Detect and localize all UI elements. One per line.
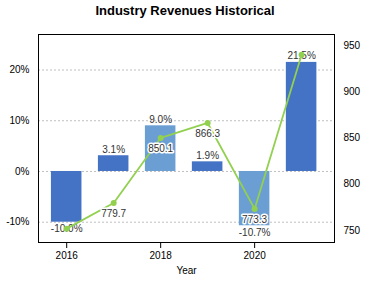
svg-text:20%: 20% [9, 64, 29, 75]
svg-text:779.7: 779.7 [101, 208, 126, 219]
svg-text:866.3: 866.3 [195, 128, 220, 139]
svg-text:800: 800 [344, 178, 361, 189]
svg-text:773.3: 773.3 [242, 214, 267, 225]
svg-text:2020: 2020 [244, 250, 267, 261]
html-text:Industry Revenues Historical: Industry Revenues Historical [95, 3, 275, 18]
svg-text:850.1: 850.1 [148, 143, 173, 154]
svg-text:750: 750 [344, 225, 361, 236]
svg-text:-10.0%: -10.0% [51, 223, 83, 234]
svg-text:Year: Year [176, 265, 197, 276]
svg-text:950: 950 [344, 40, 361, 51]
svg-text:850: 850 [344, 132, 361, 143]
svg-text:-10%: -10% [6, 216, 29, 227]
svg-text:0%: 0% [15, 166, 30, 177]
svg-text:2018: 2018 [150, 250, 173, 261]
svg-text:2016: 2016 [56, 250, 79, 261]
svg-text:1.9%: 1.9% [196, 150, 219, 161]
svg-text:-10.7%: -10.7% [239, 227, 271, 238]
svg-text:900: 900 [344, 86, 361, 97]
svg-text:21.5%: 21.5% [287, 50, 315, 61]
svg-text:9.0%: 9.0% [149, 114, 172, 125]
svg-text:10%: 10% [9, 115, 29, 126]
svg-text:3.1%: 3.1% [102, 144, 125, 155]
